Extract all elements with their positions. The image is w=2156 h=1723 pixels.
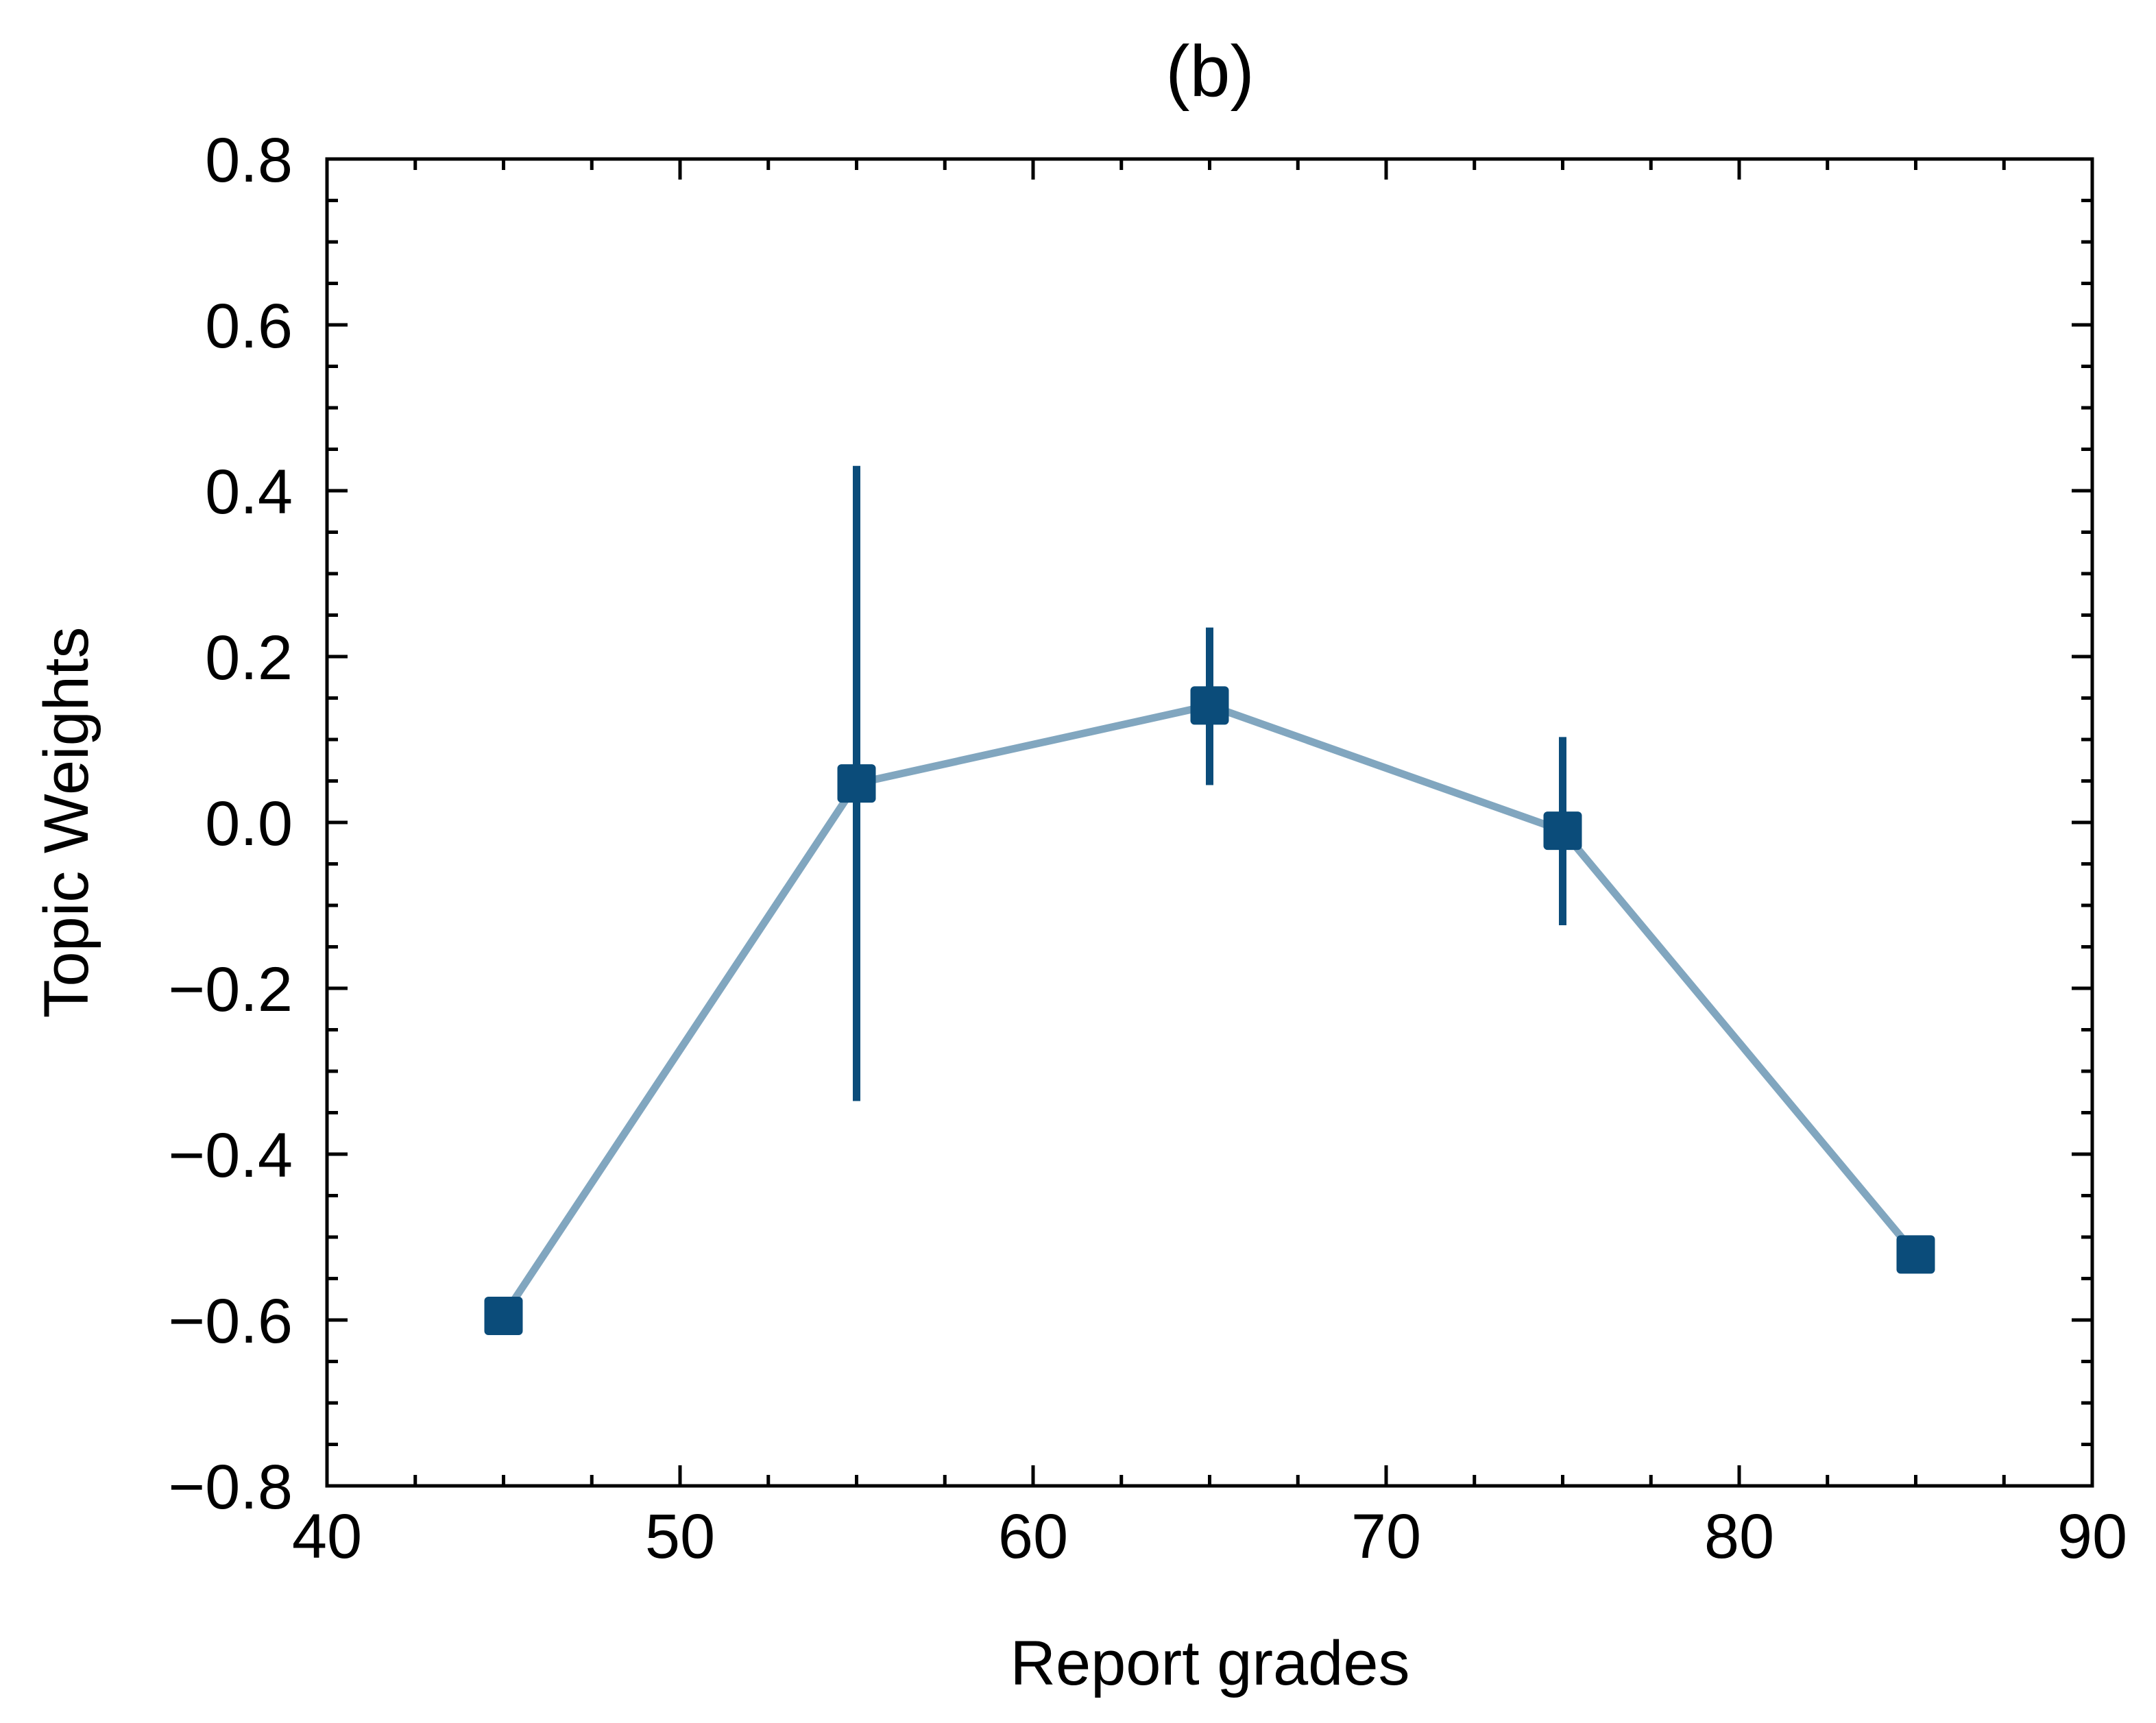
- series-line: [500, 701, 1919, 1318]
- y-tick-label: 0.4: [205, 457, 293, 527]
- data-series: [484, 465, 1935, 1335]
- plot-frame: [325, 157, 2094, 1488]
- axis-ticks: [325, 157, 2094, 1488]
- tick-labels: 40 50 60 70 80 90 −0.8 −0.6 −0.4 −0.2 0.0 0.2 0.4 0.6…: [168, 125, 2127, 1572]
- y-tick-label: −0.2: [168, 955, 293, 1025]
- x-tick-label: 50: [645, 1502, 715, 1572]
- data-point: [1896, 1235, 1935, 1274]
- data-point: [837, 764, 876, 803]
- x-tick-label: 40: [292, 1502, 362, 1572]
- x-axis-label: Report grades: [1010, 1628, 1410, 1698]
- x-tick-label: 90: [2057, 1502, 2127, 1572]
- x-tick-label: 70: [1351, 1502, 1421, 1572]
- x-tick-label: 60: [998, 1502, 1068, 1572]
- y-tick-label: 0.2: [205, 623, 293, 693]
- data-point: [484, 1296, 523, 1335]
- y-tick-label: 0.6: [205, 291, 293, 361]
- data-point: [1190, 686, 1229, 725]
- y-tick-label: −0.4: [168, 1121, 293, 1190]
- y-axis-label: Topic Weights: [32, 626, 101, 1018]
- data-point: [1543, 811, 1582, 851]
- y-tick-label: 0.8: [205, 125, 293, 195]
- y-tick-label: −0.6: [168, 1286, 293, 1356]
- chart-title: (b): [1165, 31, 1255, 112]
- y-tick-label: −0.8: [168, 1452, 293, 1522]
- x-tick-label: 80: [1704, 1502, 1774, 1572]
- y-tick-label: 0.0: [205, 789, 293, 859]
